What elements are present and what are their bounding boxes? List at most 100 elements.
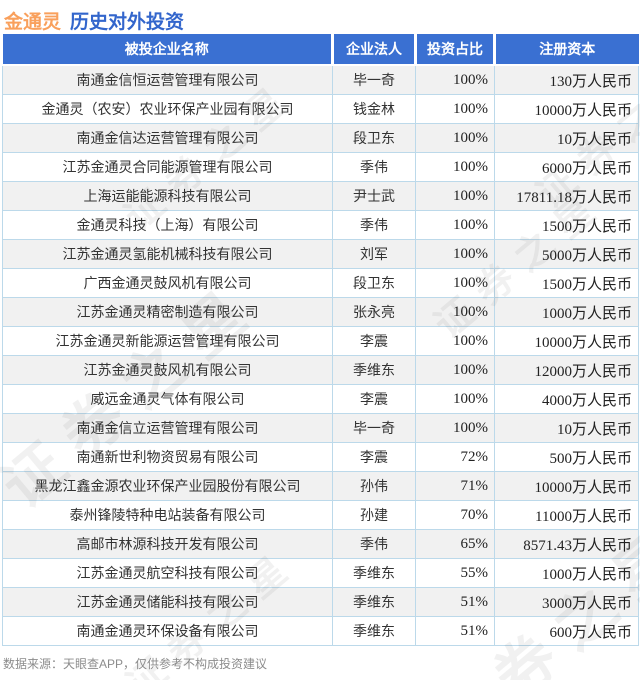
table-row: 江苏金通灵储能科技有限公司 季维东 51% 3000万人民币: [2, 587, 639, 617]
page-title: 金通灵 历史对外投资: [0, 0, 640, 34]
ratio-cell: 100%: [415, 181, 495, 211]
company-cell: 江苏金通灵合同能源管理有限公司: [2, 152, 333, 182]
ratio-cell: 100%: [415, 326, 495, 356]
table-header-row: 被投企业名称 企业法人 投资占比 注册资本: [2, 34, 639, 66]
company-cell: 南通金信立运营管理有限公司: [2, 413, 333, 443]
ratio-cell: 100%: [415, 268, 495, 298]
capital-cell: 11000万人民币: [494, 500, 639, 530]
company-cell: 南通新世利物资贸易有限公司: [2, 442, 333, 472]
column-header-company: 被投企业名称: [2, 34, 333, 66]
capital-cell: 3000万人民币: [494, 587, 639, 617]
legal-person-cell: 钱金林: [332, 94, 416, 124]
legal-person-cell: 张永亮: [332, 297, 416, 327]
table-row: 威远金通灵气体有限公司 李震 100% 4000万人民币: [2, 384, 639, 414]
ratio-cell: 100%: [415, 210, 495, 240]
company-cell: 江苏金通灵精密制造有限公司: [2, 297, 333, 327]
column-header-capital: 注册资本: [493, 34, 639, 66]
ratio-cell: 100%: [415, 239, 495, 269]
company-name-label: 金通灵: [4, 12, 62, 33]
legal-person-cell: 毕一奇: [332, 413, 416, 443]
table-row: 金通灵科技（上海）有限公司 季伟 100% 1500万人民币: [2, 210, 639, 240]
ratio-cell: 100%: [415, 152, 495, 182]
company-cell: 江苏金通灵航空科技有限公司: [2, 558, 333, 588]
company-cell: 上海运能能源科技有限公司: [2, 181, 333, 211]
legal-person-cell: 刘军: [332, 239, 416, 269]
table-row: 金通灵（农安）农业环保产业园有限公司 钱金林 100% 10000万人民币: [2, 94, 639, 124]
company-cell: 南通金信达运营管理有限公司: [2, 123, 333, 153]
ratio-cell: 100%: [415, 413, 495, 443]
ratio-cell: 55%: [415, 558, 495, 588]
page-title-text: 历史对外投资: [70, 12, 185, 33]
capital-cell: 12000万人民币: [494, 355, 639, 385]
legal-person-cell: 季伟: [332, 529, 416, 559]
ratio-cell: 100%: [415, 355, 495, 385]
ratio-cell: 71%: [415, 471, 495, 501]
ratio-cell: 100%: [415, 384, 495, 414]
legal-person-cell: 段卫东: [332, 268, 416, 298]
legal-person-cell: 季维东: [332, 558, 416, 588]
data-source-note: 数据来源：天眼查APP，仅供参考不构成投资建议: [3, 657, 268, 671]
company-cell: 泰州锋陵特种电站装备有限公司: [2, 500, 333, 530]
table-row: 南通金信达运营管理有限公司 段卫东 100% 10万人民币: [2, 123, 639, 153]
table-row: 黑龙江鑫金源农业环保产业园股份有限公司 孙伟 71% 10000万人民币: [2, 471, 639, 501]
column-header-ratio: 投资占比: [414, 34, 495, 66]
company-cell: 南通金信恒运营管理有限公司: [2, 64, 333, 95]
capital-cell: 5000万人民币: [494, 239, 639, 269]
company-cell: 金通灵（农安）农业环保产业园有限公司: [2, 94, 333, 124]
ratio-cell: 65%: [415, 529, 495, 559]
capital-cell: 10万人民币: [494, 413, 639, 443]
legal-person-cell: 孙伟: [332, 471, 416, 501]
company-cell: 江苏金通灵氢能机械科技有限公司: [2, 239, 333, 269]
table-row: 江苏金通灵精密制造有限公司 张永亮 100% 1000万人民币: [2, 297, 639, 327]
capital-cell: 1000万人民币: [494, 558, 639, 588]
company-cell: 江苏金通灵储能科技有限公司: [2, 587, 333, 617]
ratio-cell: 100%: [415, 297, 495, 327]
capital-cell: 17811.18万人民币: [494, 181, 639, 211]
legal-person-cell: 季伟: [332, 210, 416, 240]
ratio-cell: 70%: [415, 500, 495, 530]
legal-person-cell: 季维东: [332, 355, 416, 385]
company-cell: 江苏金通灵新能源运营管理有限公司: [2, 326, 333, 356]
legal-person-cell: 段卫东: [332, 123, 416, 153]
capital-cell: 500万人民币: [494, 442, 639, 472]
table-row: 江苏金通灵氢能机械科技有限公司 刘军 100% 5000万人民币: [2, 239, 639, 269]
capital-cell: 4000万人民币: [494, 384, 639, 414]
table-row: 江苏金通灵新能源运营管理有限公司 李震 100% 10000万人民币: [2, 326, 639, 356]
column-header-legal-person: 企业法人: [331, 34, 416, 66]
legal-person-cell: 尹士武: [332, 181, 416, 211]
legal-person-cell: 季维东: [332, 587, 416, 617]
ratio-cell: 51%: [415, 616, 495, 646]
legal-person-cell: 李震: [332, 326, 416, 356]
company-cell: 金通灵科技（上海）有限公司: [2, 210, 333, 240]
company-cell: 威远金通灵气体有限公司: [2, 384, 333, 414]
company-cell: 江苏金通灵鼓风机有限公司: [2, 355, 333, 385]
table-row: 南通金通灵环保设备有限公司 季维东 51% 600万人民币: [2, 616, 639, 646]
capital-cell: 10万人民币: [494, 123, 639, 153]
legal-person-cell: 李震: [332, 442, 416, 472]
table-row: 高邮市林源科技开发有限公司 季伟 65% 8571.43万人民币: [2, 529, 639, 559]
capital-cell: 6000万人民币: [494, 152, 639, 182]
capital-cell: 1500万人民币: [494, 210, 639, 240]
capital-cell: 8571.43万人民币: [494, 529, 639, 559]
table-row: 江苏金通灵合同能源管理有限公司 季伟 100% 6000万人民币: [2, 152, 639, 182]
legal-person-cell: 毕一奇: [332, 64, 416, 95]
table-row: 南通新世利物资贸易有限公司 李震 72% 500万人民币: [2, 442, 639, 472]
company-cell: 南通金通灵环保设备有限公司: [2, 616, 333, 646]
legal-person-cell: 季维东: [332, 616, 416, 646]
ratio-cell: 100%: [415, 123, 495, 153]
capital-cell: 1000万人民币: [494, 297, 639, 327]
table-row: 泰州锋陵特种电站装备有限公司 孙建 70% 11000万人民币: [2, 500, 639, 530]
table-row: 广西金通灵鼓风机有限公司 段卫东 100% 1500万人民币: [2, 268, 639, 298]
company-cell: 广西金通灵鼓风机有限公司: [2, 268, 333, 298]
capital-cell: 130万人民币: [494, 64, 639, 95]
table-row: 江苏金通灵航空科技有限公司 季维东 55% 1000万人民币: [2, 558, 639, 588]
legal-person-cell: 季伟: [332, 152, 416, 182]
legal-person-cell: 李震: [332, 384, 416, 414]
table-body: 南通金信恒运营管理有限公司 毕一奇 100% 130万人民币 金通灵（农安）农业…: [2, 64, 639, 646]
ratio-cell: 72%: [415, 442, 495, 472]
investments-table: 被投企业名称 企业法人 投资占比 注册资本 南通金信恒运营管理有限公司 毕一奇 …: [2, 34, 639, 646]
company-cell: 黑龙江鑫金源农业环保产业园股份有限公司: [2, 471, 333, 501]
company-cell: 高邮市林源科技开发有限公司: [2, 529, 333, 559]
capital-cell: 600万人民币: [494, 616, 639, 646]
